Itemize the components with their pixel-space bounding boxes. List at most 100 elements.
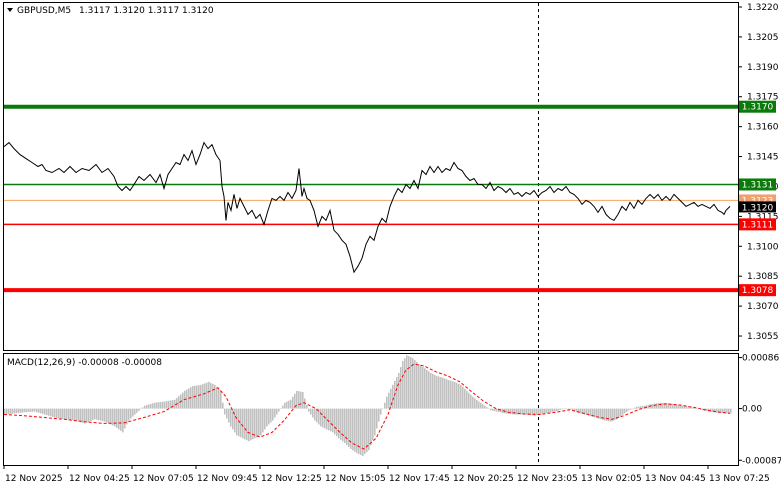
macd-histogram-bar	[638, 406, 640, 409]
macd-histogram-bar	[248, 408, 250, 442]
macd-histogram-bar	[598, 408, 600, 419]
macd-histogram-bar	[466, 390, 468, 409]
macd-histogram-bar	[262, 408, 264, 433]
time-tick-label: 12 Nov 09:45	[197, 474, 258, 484]
time-axis: 12 Nov 2025 12 Nov 04:25 12 Nov 07:05 12 No…	[3, 465, 770, 484]
macd-histogram-bar	[334, 408, 336, 435]
macd-histogram-bar	[370, 408, 372, 446]
macd-histogram-bar	[674, 404, 676, 409]
macd-histogram-bar	[354, 408, 356, 452]
macd-histogram-bar	[578, 408, 580, 413]
level-label-box	[739, 100, 776, 113]
macd-histogram-bar	[312, 408, 314, 418]
macd-histogram-bar	[434, 374, 436, 409]
macd-histogram-bar	[452, 381, 454, 409]
macd-histogram-bar	[42, 408, 44, 414]
macd-histogram-bar	[528, 408, 530, 416]
macd-histogram-bar	[128, 408, 130, 421]
macd-histogram-bar	[126, 408, 128, 425]
macd-histogram-bar	[362, 408, 364, 457]
macd-histogram-bar	[412, 358, 414, 409]
macd-histogram-bar	[686, 406, 688, 409]
level-label: 1.3131	[742, 180, 774, 190]
macd-histogram-bar	[246, 408, 248, 441]
macd-histogram-bar	[510, 408, 512, 415]
time-tick-label: 12 Nov 20:25	[453, 474, 514, 484]
macd-histogram-bar	[488, 408, 490, 410]
macd-histogram-bar	[178, 396, 180, 409]
macd-histogram-bar	[212, 383, 214, 409]
macd-histogram-bar	[104, 408, 106, 422]
price-tick-label: 1.3205	[747, 33, 779, 43]
macd-histogram-bar	[272, 408, 274, 421]
macd-tick-label: 0.00086	[742, 354, 779, 364]
macd-histogram-bar	[20, 408, 22, 413]
macd-histogram-bar	[202, 384, 204, 409]
macd-histogram-bar	[620, 408, 622, 417]
macd-histogram-bar	[716, 408, 718, 413]
macd-histogram-bar	[584, 408, 586, 415]
macd-pane-frame	[3, 353, 739, 466]
macd-histogram-bar	[148, 404, 150, 409]
macd-histogram-bar	[478, 401, 480, 409]
macd-histogram-bar	[632, 408, 634, 410]
level-label: 1.3170	[742, 103, 774, 113]
macd-histogram-bar	[660, 402, 662, 409]
symbol-label: GBPUSD,M5	[17, 6, 71, 16]
macd-histogram-bar	[10, 408, 12, 414]
macd-histogram-bar	[448, 380, 450, 409]
macd-histogram-bar	[52, 408, 54, 417]
macd-histogram-bar	[368, 408, 370, 451]
macd-histogram-bar	[284, 402, 286, 409]
macd-histogram-bar	[34, 408, 36, 412]
macd-histogram-bar	[206, 382, 208, 409]
macd-histogram-bar	[670, 403, 672, 409]
macd-histogram-bar	[352, 408, 354, 451]
macd-histogram-bar	[444, 378, 446, 409]
macd-histogram-bar	[140, 408, 142, 410]
macd-histogram-bar	[154, 402, 156, 409]
macd-histogram-bar	[424, 368, 426, 409]
macd-histogram-bar	[290, 399, 292, 409]
macd-histogram-bar	[156, 402, 158, 409]
macd-histogram-bar	[146, 405, 148, 409]
time-tick-label: 13 Nov 02:05	[581, 474, 642, 484]
macd-histogram-bar	[316, 408, 318, 423]
macd-histogram-bar	[164, 401, 166, 409]
macd-histogram-bar	[728, 408, 730, 414]
macd-histogram-bar	[654, 403, 656, 409]
macd-histogram-bar	[536, 408, 538, 416]
macd-histogram-bar	[364, 408, 366, 455]
macd-histogram-bar	[228, 408, 230, 423]
macd-histogram-bar	[624, 408, 626, 414]
macd-histogram-bar	[30, 408, 32, 412]
macd-histogram-bar	[642, 405, 644, 409]
triangle-down-icon[interactable]	[7, 8, 13, 12]
macd-histogram-bar	[540, 408, 542, 415]
macd-histogram-bar	[524, 408, 526, 415]
macd-histogram-bar	[596, 408, 598, 419]
macd-histogram-bar	[628, 408, 630, 411]
price-tick-label: 1.3160	[747, 123, 779, 133]
macd-histogram-bar	[432, 373, 434, 409]
macd-histogram-bar	[542, 408, 544, 414]
macd-histogram-bar	[458, 383, 460, 409]
macd-histogram-bar	[570, 408, 572, 410]
macd-tick-label: -0.00087	[742, 456, 781, 466]
macd-histogram-bar	[706, 408, 708, 412]
macd-histogram-bar	[276, 408, 278, 415]
bid-label-box	[739, 201, 776, 213]
macd-histogram-bar	[194, 385, 196, 409]
macd-histogram-bar	[380, 408, 382, 415]
macd-histogram-bar	[234, 408, 236, 433]
macd-histogram-bar	[568, 408, 570, 410]
macd-histogram-bar	[450, 380, 452, 409]
time-tick-label: 12 Nov 04:25	[69, 474, 130, 484]
macd-histogram-bar	[84, 408, 86, 424]
macd-histogram-bar	[70, 408, 72, 421]
macd-histogram-bar	[538, 408, 540, 415]
macd-histogram-bar	[612, 408, 614, 421]
macd-histogram-bar	[198, 385, 200, 409]
macd-histogram-bar	[118, 408, 120, 430]
